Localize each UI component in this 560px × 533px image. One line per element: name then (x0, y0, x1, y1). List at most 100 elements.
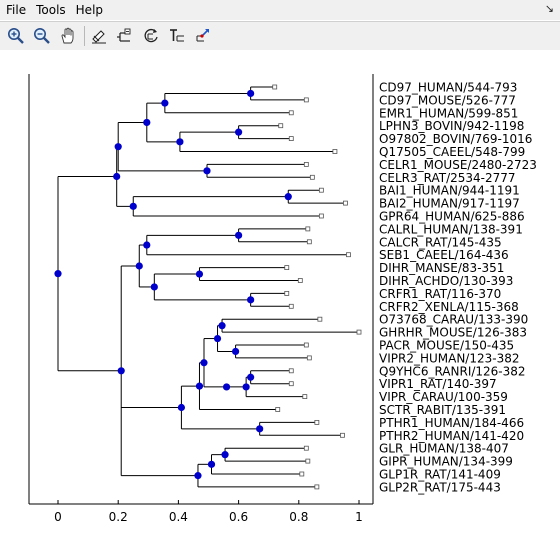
reroot-button[interactable] (192, 25, 214, 47)
reroot-icon (196, 29, 209, 42)
leaf-label: BAI2_HUMAN/917-1197 (379, 197, 520, 211)
leaf-label: CALRL_HUMAN/138-391 (379, 222, 523, 236)
leaf-marker (288, 110, 294, 116)
tree-node-dot (247, 373, 255, 381)
label-button[interactable] (166, 25, 188, 47)
leaf-marker (346, 252, 351, 258)
x-tick-label: 0 (54, 510, 62, 524)
pan-button[interactable] (57, 25, 79, 47)
leaf-label: GIPR_HUMAN/134-399 (379, 455, 513, 469)
leaf-marker (306, 239, 312, 245)
leaf-marker (340, 432, 345, 438)
leaf-marker (297, 278, 303, 283)
edit-branch-button[interactable] (88, 25, 110, 47)
leaf-marker (305, 458, 311, 464)
leaf-label: LPHN3_BOVIN/942-1198 (379, 119, 524, 133)
x-tick-label: 1 (355, 510, 363, 524)
leaf-marker (305, 226, 311, 232)
leaf-label: SCTR_RABIT/135-391 (379, 403, 506, 417)
tree-node-dot (222, 383, 231, 391)
leaf-marker (303, 342, 309, 348)
x-tick-label: 0.2 (109, 510, 128, 524)
tree-node-dot (247, 296, 255, 304)
leaf-marker (288, 303, 294, 309)
menu-bar: File Tools Help ↘ (0, 0, 560, 20)
leaf-marker (303, 445, 309, 451)
tree-node-dot (113, 172, 121, 181)
tree-node-dot (194, 472, 202, 480)
tree-node-dot (195, 382, 204, 390)
zoom-in-button[interactable] (5, 25, 27, 47)
tree-node-dot (235, 128, 243, 136)
leaf-label: O97802_BOVIN/769-1016 (379, 132, 532, 146)
leaf-label: GLP1R_RAT/141-409 (379, 468, 501, 482)
leaf-marker (284, 290, 290, 296)
leaf-label: PTHR1_HUMAN/184-466 (379, 416, 524, 430)
tree-node-dot (129, 202, 137, 210)
leaf-label: SEB1_CAEEL/164-436 (379, 248, 509, 262)
zoom-out-icon (34, 28, 50, 44)
leaf-label: CELR3_RAT/2534-2777 (379, 171, 516, 185)
tree-node-dot (235, 231, 243, 239)
tree-node-dot (247, 89, 255, 98)
leaf-marker (303, 162, 309, 167)
leaf-label: Q17505_CAEEL/548-799 (379, 145, 525, 159)
text-label-icon (170, 29, 184, 42)
leaf-label: VIPR2_HUMAN/123-382 (379, 351, 519, 365)
tree-node-dot (176, 138, 184, 146)
plot-panel: 0 0.2 0.4 0.6 0.8 1 CD97_HUMAN/544-793 CD97_MOU… (0, 50, 560, 529)
leaf-marker (275, 407, 281, 412)
leaf-marker (332, 149, 338, 154)
tree-node-dot (135, 262, 143, 270)
tree-node-dot (242, 383, 250, 391)
tree-node-dot (177, 403, 186, 412)
leaf-marker (306, 355, 312, 361)
rotate-node-icon (144, 28, 158, 43)
leaf-label: GLR_HUMAN/138-407 (379, 442, 509, 456)
tree-node-dot (203, 167, 211, 175)
leaf-marker (278, 123, 284, 129)
leaf-marker (284, 265, 290, 271)
leaf-marker (314, 484, 320, 490)
leaf-marker (299, 471, 305, 477)
tree-node-dot (150, 283, 158, 291)
leaf-marker (318, 213, 324, 219)
tree-node-dot (256, 425, 264, 433)
leaf-label: GLP2R_RAT/175-443 (379, 480, 501, 494)
menu-file[interactable]: File (6, 3, 27, 17)
zoom-in-icon (8, 28, 24, 44)
leaf-marker (356, 329, 362, 335)
phylogenetic-tree[interactable]: 0 0.2 0.4 0.6 0.8 1 CD97_HUMAN/544-793CD97_MOU… (0, 50, 560, 529)
tree-node-dot (207, 460, 216, 468)
menu-tools[interactable]: Tools (36, 3, 66, 17)
leaf-label: CD97_HUMAN/544-793 (379, 81, 517, 95)
menu-help[interactable]: Help (75, 3, 104, 17)
tree-node-dot (231, 347, 240, 356)
hand-icon (61, 27, 74, 44)
leaf-marker (303, 97, 309, 103)
tree-node-dot (143, 241, 151, 249)
tree-node-dot (200, 359, 208, 367)
toolbar-separator (84, 26, 85, 46)
dock-arrow-icon[interactable]: ↘ (544, 2, 554, 15)
leaf-label: CRFR1_RAT/116-370 (379, 287, 501, 301)
tree-node-dot (284, 193, 292, 201)
rotate-node-button[interactable] (140, 25, 162, 47)
leaf-marker (318, 187, 324, 193)
tree-node-dot (221, 451, 229, 459)
leaf-marker (343, 200, 348, 206)
leaf-label: GHRHR_MOUSE/126-383 (379, 326, 527, 340)
leaf-label: CD97_MOUSE/526-777 (379, 93, 516, 107)
leaf-label: BAI1_HUMAN/944-1191 (379, 184, 520, 198)
leaf-marker (272, 84, 278, 90)
leaf-label: GPR64_HUMAN/625-886 (379, 210, 525, 224)
collapse-node-button[interactable] (114, 25, 136, 47)
tree-node-dot (54, 270, 62, 278)
leaf-marker (288, 136, 294, 141)
toolbar (0, 21, 560, 51)
x-tick-label: 0.4 (169, 510, 188, 524)
leaf-label: PACR_MOUSE/150-435 (379, 339, 514, 353)
leaf-label: O73768_CARAU/133-390 (379, 313, 528, 327)
zoom-out-button[interactable] (31, 25, 53, 47)
leaf-label: VIPR_CARAU/100-359 (379, 390, 508, 404)
